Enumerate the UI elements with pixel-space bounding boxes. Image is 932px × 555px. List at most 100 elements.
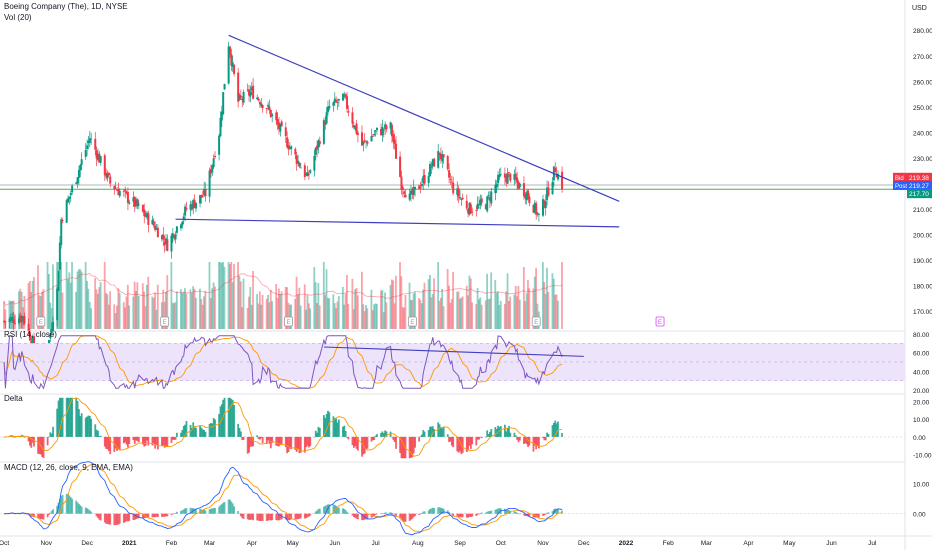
delta-bar	[505, 431, 508, 437]
macd-histogram-bar	[259, 513, 261, 521]
candle-body	[117, 189, 120, 196]
candle-body	[527, 190, 530, 199]
macd-histogram-bar	[325, 505, 328, 514]
delta-bar	[143, 436, 146, 447]
candle-body	[76, 177, 79, 184]
delta-bar	[333, 418, 336, 437]
delta-bar	[322, 415, 325, 437]
volume-bar	[543, 282, 546, 329]
delta-bar	[118, 436, 121, 451]
time-axis-label: Mar	[701, 540, 713, 547]
earnings-marker	[655, 316, 665, 327]
macd-histogram-bar	[180, 510, 182, 514]
macd-histogram-bar	[433, 508, 436, 514]
volume-bar	[446, 269, 449, 329]
delta-bar	[490, 429, 493, 437]
macd-histogram-bar	[393, 513, 396, 515]
candle-body	[375, 127, 378, 131]
macd-histogram-bar	[366, 513, 369, 519]
volume-bar	[163, 301, 166, 329]
macd-histogram-bar	[344, 510, 347, 514]
volume-bar	[316, 303, 318, 329]
macd-histogram-bar	[41, 513, 44, 520]
macd-histogram-bar	[305, 513, 308, 519]
macd-histogram-bar	[516, 512, 519, 514]
candle-body	[238, 94, 241, 100]
candle-body	[525, 192, 528, 201]
delta-bar	[420, 434, 423, 437]
delta-bar	[86, 416, 88, 437]
candle-body	[287, 145, 290, 150]
candle-body	[324, 121, 327, 125]
delta-bar	[487, 433, 490, 437]
macd-histogram-bar	[75, 500, 78, 514]
delta-bar	[20, 434, 23, 437]
volume-bar	[314, 282, 317, 329]
macd-histogram-bar	[400, 513, 403, 521]
price-trendline	[175, 218, 620, 228]
macd-histogram-bar	[275, 513, 278, 521]
candle-body	[67, 198, 70, 203]
volume-bar	[182, 292, 185, 329]
macd-histogram-bar	[166, 513, 169, 517]
delta-bar	[75, 397, 78, 437]
volume-bar	[465, 285, 468, 329]
macd-histogram-bar	[370, 513, 373, 518]
delta-bar	[279, 436, 282, 445]
candle-body	[437, 151, 440, 168]
volume-bar	[408, 282, 411, 329]
macd-histogram-bar	[381, 513, 384, 514]
macd-histogram-bar	[478, 513, 480, 515]
delta-bar	[547, 433, 550, 437]
delta-title: Delta	[4, 394, 23, 403]
volume-bar	[322, 262, 325, 329]
candle-body	[420, 183, 423, 187]
delta-bar	[457, 436, 460, 453]
volume-bar	[98, 287, 101, 329]
volume-bar	[49, 302, 52, 329]
macd-histogram-bar	[546, 512, 548, 514]
candle-body	[352, 124, 355, 128]
macd-histogram-bar	[429, 509, 431, 514]
volume-bar	[516, 296, 518, 329]
macd-histogram-bar	[19, 513, 22, 515]
volume-bar	[286, 287, 288, 329]
delta-bar	[173, 436, 176, 440]
volume-bar	[208, 262, 211, 329]
macd-histogram-bar	[403, 513, 406, 522]
volume-bar	[535, 267, 537, 329]
delta-bar	[294, 436, 297, 450]
candle-body	[322, 120, 325, 144]
macd-histogram-bar	[151, 513, 154, 518]
delta-bar	[430, 426, 433, 437]
volume-bar	[429, 274, 431, 329]
delta-bar	[324, 418, 327, 437]
candle-body	[318, 141, 321, 145]
volume-bar	[461, 296, 464, 329]
candle-body	[219, 117, 222, 137]
candle-body	[419, 187, 422, 189]
macd-histogram-bar	[332, 504, 335, 514]
delta-bar	[419, 436, 422, 437]
delta-bar	[370, 436, 373, 442]
volume-bar	[400, 276, 403, 329]
macd-histogram-bar	[38, 513, 41, 520]
delta-bar	[404, 436, 407, 459]
volume-bar	[265, 298, 268, 329]
volume-bar	[384, 292, 386, 329]
volume-bar	[38, 295, 41, 329]
candle-body	[231, 62, 234, 67]
macd-histogram-bar	[105, 513, 108, 524]
delta-bar	[174, 436, 177, 440]
delta-bar	[305, 436, 308, 448]
volume-bar	[276, 298, 279, 329]
volume-bar	[362, 304, 365, 329]
macd-signal-line	[4, 464, 563, 532]
delta-bar	[90, 418, 93, 437]
volume-bar	[238, 275, 241, 329]
volume-bar	[68, 272, 71, 329]
volume-bar	[439, 297, 442, 329]
